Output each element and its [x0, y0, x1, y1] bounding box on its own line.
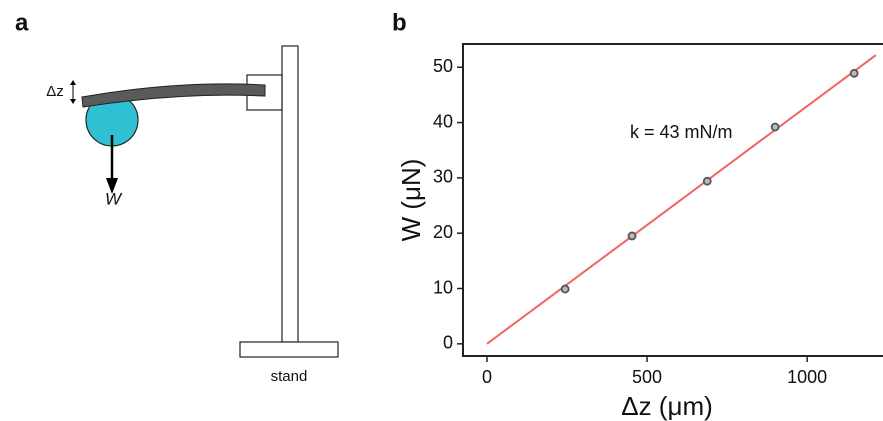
dz-arrow-head [70, 80, 76, 85]
data-point [702, 176, 712, 186]
y-tick-label: 50 [433, 56, 453, 76]
fit-line [486, 54, 877, 345]
stand-label: stand [271, 368, 308, 385]
y-tick-label: 30 [433, 167, 453, 187]
cantilever [81, 83, 266, 108]
data-point [627, 231, 637, 241]
x-axis-label: Δz (μm) [621, 391, 713, 421]
y-tick-label: 0 [443, 333, 453, 353]
stand-post [281, 45, 299, 343]
dz-label: Δz [46, 83, 64, 100]
x-tick-label: 0 [482, 367, 492, 387]
data-point [770, 122, 780, 132]
panel-label: a [15, 9, 29, 36]
y-tick-label: 10 [433, 277, 453, 297]
axes-frame [462, 43, 883, 357]
data-point [849, 68, 859, 78]
x-tick-label: 500 [632, 367, 662, 387]
y-tick-label: 40 [433, 111, 453, 131]
x-tick-label: 1000 [787, 367, 827, 387]
y-axis-label: W (μN) [396, 159, 426, 242]
annotation: k = 43 mN/m [630, 122, 733, 142]
data-point [560, 284, 570, 294]
stand-base [239, 341, 339, 358]
panel-label: b [392, 9, 407, 36]
y-tick-label: 20 [433, 222, 453, 242]
arrow-head [106, 178, 118, 194]
weight-label: W [105, 189, 123, 208]
dz-arrow-head [70, 99, 76, 104]
